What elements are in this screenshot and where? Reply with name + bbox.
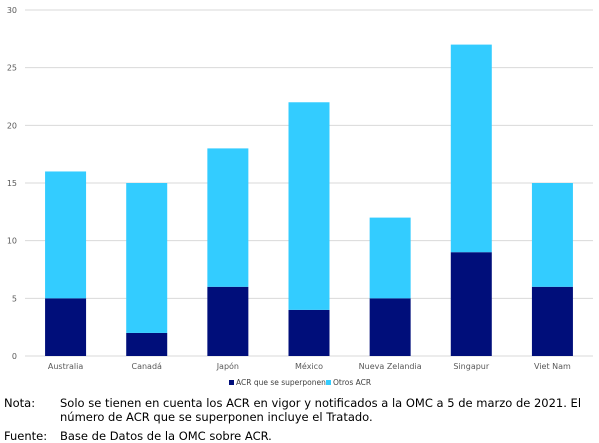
bar-other-4 [369, 217, 411, 299]
bar-overlapping-1 [126, 332, 168, 356]
x-tick-label: Canadá [131, 362, 162, 371]
bar-overlapping-0 [45, 298, 87, 356]
x-tick-label: Australia [48, 362, 83, 371]
y-tick-label: 30 [7, 6, 17, 15]
x-tick-label: Japón [216, 361, 239, 371]
bar-other-0 [45, 171, 87, 299]
legend-label: Otros ACR [333, 378, 371, 387]
x-tick-label: México [295, 361, 323, 371]
bar-overlapping-2 [207, 286, 249, 356]
nota-label: Nota: [4, 396, 36, 410]
bar-overlapping-3 [288, 309, 330, 356]
fuente-text: Base de Datos de la OMC sobre ACR. [60, 429, 272, 443]
bar-other-1 [126, 183, 168, 333]
bar-overlapping-6 [531, 286, 573, 356]
nota-text: Solo se tienen en cuenta los ACR en vigo… [60, 396, 582, 424]
bar-overlapping-4 [369, 298, 411, 356]
fuente-label: Fuente: [4, 429, 48, 443]
y-tick-label: 15 [7, 179, 17, 188]
y-tick-label: 5 [12, 294, 17, 303]
y-axis-tick-labels: 0 5 10 15 20 25 30 [7, 6, 17, 361]
legend: ACR que se superponen Otros ACR [229, 378, 371, 387]
y-tick-label: 10 [7, 237, 17, 246]
x-tick-label: Nueva Zelandia [359, 362, 422, 371]
bars [45, 44, 573, 356]
legend-swatch [229, 380, 234, 385]
legend-label: ACR que se superponen [236, 378, 326, 387]
bar-other-5 [450, 44, 492, 253]
x-tick-label: Singapur [453, 362, 490, 371]
bar-other-6 [531, 183, 573, 287]
stacked-bar-chart: 0 5 10 15 20 25 30 Australia Canadá Japón México N… [7, 6, 593, 387]
bar-overlapping-5 [450, 252, 492, 356]
bar-other-3 [288, 102, 330, 310]
y-tick-label: 20 [7, 121, 17, 130]
bar-other-2 [207, 148, 249, 287]
y-tick-label: 0 [12, 352, 17, 361]
legend-swatch [326, 380, 331, 385]
x-axis-tick-labels: Australia Canadá Japón México Nueva Zelandia… [48, 361, 571, 371]
x-tick-label: Viet Nam [534, 362, 571, 371]
y-tick-label: 25 [7, 64, 17, 73]
